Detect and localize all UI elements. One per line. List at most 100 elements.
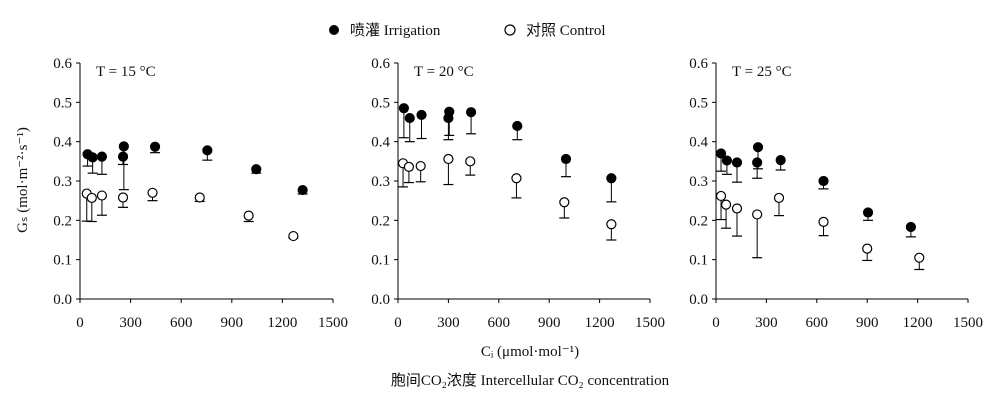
panel-3: 0.0 0.1 0.2 0.3 0.4 0.5 0.6 0 300 600 900 1200 1500 T… [689,56,983,331]
x-axis-caption: 胞间CO₂浓度 Intercellular CO₂ concentration [391,372,670,389]
data-point-control [96,190,108,201]
legend: 喷灌 Irrigation 对照 Control [329,22,606,39]
data-point-irrigation [443,112,454,124]
x-tick-label: 0 [712,315,720,331]
x-tick-label: 900 [538,315,561,331]
data-point-control [415,160,426,172]
x-tick-label: 1500 [318,315,348,331]
data-point-irrigation [251,164,262,175]
panel-2: 0.0 0.1 0.2 0.3 0.4 0.5 0.6 0 300 600 900 1200 1500 T… [371,56,665,331]
data-point-control [914,252,925,263]
data-point-control [773,192,785,204]
data-point-irrigation [775,155,786,166]
x-tick-label: 600 [488,315,511,331]
legend-control-label: 对照 Control [526,22,606,39]
y-tick-label: 0.1 [689,253,708,269]
x-tick-label: 600 [170,315,193,331]
y-tick-label: 0.0 [53,292,72,308]
data-point-irrigation [752,157,763,168]
data-point-irrigation [818,175,829,187]
panel-title: T = 25 °C [732,64,792,80]
data-point-control [147,187,158,198]
data-point-irrigation [731,157,743,168]
panel-title: T = 15 °C [96,64,156,80]
data-point-control [731,203,743,214]
x-tick-label: 300 [755,315,778,331]
x-tick-label: 1500 [953,315,983,331]
panel-title: T = 20 °C [414,64,474,80]
data-point-irrigation [404,112,415,124]
x-tick-label: 0 [76,315,84,331]
data-point-control [720,199,732,210]
data-point-irrigation [416,109,427,121]
x-tick-label: 1200 [903,315,933,331]
data-point-irrigation [715,148,727,159]
y-tick-label: 0.3 [689,174,708,190]
y-tick-label: 0.6 [689,56,708,72]
data-point-control [443,153,454,165]
data-point-control [403,161,415,172]
x-tick-label: 300 [437,315,460,331]
data-point-irrigation [905,221,916,233]
y-tick-label: 0.4 [689,135,708,151]
y-tick-label: 0.2 [371,213,390,229]
x-tick-label: 300 [119,315,142,331]
y-tick-label: 0.2 [689,213,708,229]
data-point-control [288,230,299,242]
y-tick-label: 0.6 [371,56,390,72]
data-point-control [465,156,476,167]
y-tick-label: 0.4 [371,135,390,151]
y-tick-label: 0.1 [371,253,390,269]
data-point-control [511,173,522,184]
panels: 0.0 0.1 0.2 0.3 0.4 0.5 0.6 0 300 600 900 1200 1500 T… [53,56,983,331]
data-point-irrigation [512,120,523,132]
data-point-irrigation [465,107,477,118]
y-tick-label: 0.6 [53,56,72,72]
x-tick-label: 900 [221,315,244,331]
y-tick-label: 0.5 [53,95,72,111]
x-tick-label: 600 [806,315,829,331]
y-tick-label: 0.5 [371,95,390,111]
y-tick-label: 0.0 [371,292,390,308]
data-point-control [117,192,129,203]
data-point-control [86,192,97,204]
data-point-irrigation [560,153,572,165]
data-point-control [715,190,727,202]
y-tick-label: 0.5 [689,95,708,111]
data-point-irrigation [398,103,409,114]
data-point-irrigation [118,141,129,152]
y-tick-label: 0.0 [689,292,708,308]
data-point-control [752,209,763,220]
legend-irrigation-label: 喷灌 Irrigation [350,22,441,39]
legend-control-marker [504,24,516,36]
data-point-irrigation [87,152,98,163]
data-point-control [818,216,829,228]
data-point-control [862,243,873,254]
data-point-control [606,219,617,230]
y-tick-label: 0.2 [53,213,72,229]
data-point-irrigation [202,145,213,156]
x-tick-label: 1200 [585,315,615,331]
y-tick-label: 0.3 [371,174,390,190]
y-axis-label: Gₛ (mol·m⁻²·s⁻¹) [15,127,31,233]
legend-irrigation-marker [329,25,339,35]
data-point-irrigation [117,151,129,162]
panel-1: 0.0 0.1 0.2 0.3 0.4 0.5 0.6 0 300 600 900 1200 1500 T… [53,56,348,331]
data-point-irrigation [96,151,108,162]
data-point-control [559,197,570,208]
x-axis-label: Cᵢ (μmol·mol⁻¹) [481,344,579,360]
x-tick-label: 1500 [635,315,665,331]
data-point-irrigation [752,142,764,153]
data-point-irrigation [721,155,733,166]
x-tick-label: 0 [394,315,402,331]
data-point-control [194,192,205,203]
y-tick-label: 0.3 [53,174,72,190]
data-point-irrigation [606,173,617,184]
x-tick-label: 1200 [267,315,297,331]
x-tick-label: 900 [856,315,879,331]
y-tick-label: 0.4 [53,135,72,151]
data-point-irrigation [862,207,874,218]
data-point-irrigation [149,141,161,152]
data-point-irrigation [297,184,308,196]
